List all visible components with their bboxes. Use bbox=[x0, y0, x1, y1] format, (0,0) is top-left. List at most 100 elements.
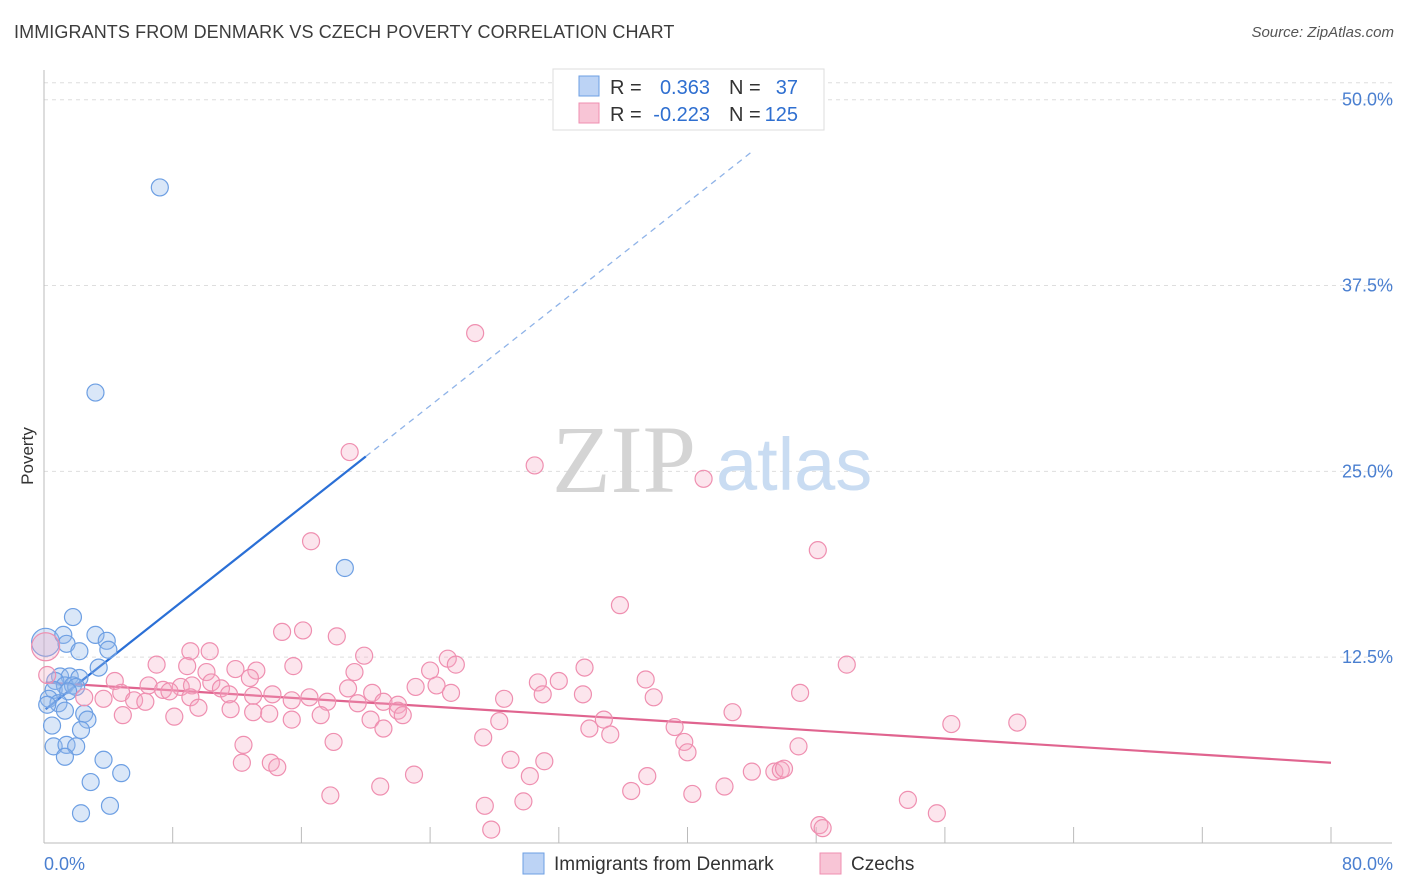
data-point-czechs bbox=[300, 688, 319, 707]
data-point-czechs bbox=[113, 706, 132, 725]
data-point-czechs bbox=[723, 703, 742, 722]
data-point-czechs bbox=[226, 659, 245, 679]
data-point-denmark bbox=[86, 383, 105, 402]
data-point-czechs bbox=[272, 622, 292, 642]
data-point-denmark bbox=[71, 804, 91, 823]
trend-lines bbox=[44, 151, 1332, 764]
data-point-czechs bbox=[38, 665, 57, 685]
data-point-czechs bbox=[355, 646, 374, 665]
data-point-czechs bbox=[636, 670, 655, 689]
data-point-czechs bbox=[715, 777, 734, 796]
data-point-czechs bbox=[321, 786, 340, 805]
data-point-czechs bbox=[293, 621, 313, 640]
data-point-czechs bbox=[528, 673, 547, 692]
legend-r-label-1: R = bbox=[610, 77, 642, 99]
data-point-czechs bbox=[533, 685, 552, 704]
y-tick-labels: 12.5% 25.0% 37.5% 50.0% bbox=[1342, 90, 1393, 667]
data-point-denmark bbox=[89, 658, 108, 677]
y-tick-label: 50.0% bbox=[1342, 90, 1393, 110]
data-point-czechs bbox=[234, 735, 253, 754]
data-point-czechs bbox=[388, 695, 408, 714]
data-point-czechs bbox=[284, 657, 303, 676]
data-point-czechs bbox=[178, 657, 197, 676]
data-point-denmark bbox=[63, 607, 83, 627]
bottom-legend-swatch-czechs bbox=[819, 852, 842, 875]
legend-n-value-2: 125 bbox=[765, 104, 798, 126]
data-point-czechs bbox=[482, 820, 501, 839]
data-point-denmark bbox=[78, 710, 97, 729]
data-points bbox=[31, 178, 1027, 839]
data-point-denmark bbox=[55, 701, 75, 720]
data-point-denmark bbox=[42, 716, 62, 735]
data-point-czechs bbox=[942, 714, 961, 734]
data-point-czechs bbox=[244, 686, 263, 705]
data-point-czechs bbox=[549, 671, 568, 691]
data-point-czechs bbox=[361, 710, 380, 729]
legend-r-value-1: 0.363 bbox=[660, 77, 710, 99]
data-point-denmark bbox=[99, 640, 118, 659]
data-point-czechs bbox=[446, 655, 465, 674]
series-legend: Immigrants from Denmark Czechs bbox=[522, 852, 914, 875]
legend-swatch-czechs bbox=[578, 102, 600, 124]
data-point-czechs bbox=[644, 688, 663, 707]
data-point-denmark bbox=[335, 558, 354, 578]
data-point-denmark bbox=[71, 720, 91, 740]
data-point-czechs bbox=[136, 692, 155, 711]
data-point-czechs bbox=[789, 737, 808, 756]
data-point-czechs bbox=[244, 703, 263, 722]
data-point-czechs bbox=[927, 804, 946, 823]
data-point-czechs bbox=[181, 642, 200, 661]
data-point-czechs bbox=[160, 682, 179, 701]
data-point-czechs bbox=[501, 750, 520, 769]
data-point-czechs bbox=[153, 680, 173, 699]
data-point-czechs bbox=[219, 685, 239, 704]
data-point-czechs bbox=[808, 541, 827, 560]
data-point-czechs bbox=[282, 691, 301, 710]
data-point-czechs bbox=[898, 790, 917, 809]
y-tick-label: 25.0% bbox=[1342, 461, 1393, 481]
data-point-czechs bbox=[393, 706, 412, 725]
data-point-denmark bbox=[100, 796, 120, 815]
data-point-czechs bbox=[810, 816, 829, 835]
data-point-czechs bbox=[200, 642, 219, 661]
data-point-czechs bbox=[268, 758, 287, 777]
data-point-czechs bbox=[475, 796, 494, 815]
data-point-czechs bbox=[1008, 713, 1027, 732]
data-point-denmark bbox=[86, 625, 105, 644]
data-point-czechs bbox=[466, 324, 485, 343]
data-point-czechs bbox=[232, 753, 251, 772]
data-point-czechs bbox=[240, 668, 260, 688]
bottom-legend-swatch-denmark bbox=[522, 852, 545, 875]
data-point-czechs bbox=[490, 712, 509, 731]
chart-title: IMMIGRANTS FROM DENMARK VS CZECH POVERTY… bbox=[14, 22, 675, 42]
data-point-denmark bbox=[150, 178, 169, 197]
trend-line-denmark bbox=[44, 455, 367, 711]
trend-line-denmark-extension bbox=[365, 151, 753, 458]
data-point-czechs bbox=[282, 710, 301, 729]
data-point-czechs bbox=[338, 679, 358, 698]
trend-line-czechs bbox=[45, 681, 1332, 764]
data-point-czechs bbox=[520, 767, 539, 786]
legend-n-value-1: 37 bbox=[776, 77, 798, 99]
legend-n-label-2: N = bbox=[729, 104, 761, 126]
watermark-atlas: atlas bbox=[716, 423, 872, 506]
data-point-czechs bbox=[525, 456, 544, 475]
data-point-czechs bbox=[575, 658, 594, 677]
watermark-zip: ZIP bbox=[552, 406, 696, 513]
data-point-czechs bbox=[165, 707, 184, 726]
data-point-czechs bbox=[427, 676, 446, 695]
data-point-czechs bbox=[324, 732, 343, 752]
data-point-czechs bbox=[374, 719, 393, 738]
data-point-denmark bbox=[70, 642, 89, 661]
data-point-czechs bbox=[260, 704, 279, 723]
data-point-czechs bbox=[610, 596, 630, 615]
data-point-czechs bbox=[694, 469, 713, 488]
data-point-denmark bbox=[112, 764, 131, 783]
data-point-czechs bbox=[441, 683, 461, 702]
data-point-czechs bbox=[683, 784, 702, 804]
data-point-czechs bbox=[580, 719, 599, 738]
data-point-czechs bbox=[622, 781, 641, 801]
data-point-czechs bbox=[837, 655, 856, 674]
bottom-legend-label-czechs: Czechs bbox=[851, 854, 914, 875]
